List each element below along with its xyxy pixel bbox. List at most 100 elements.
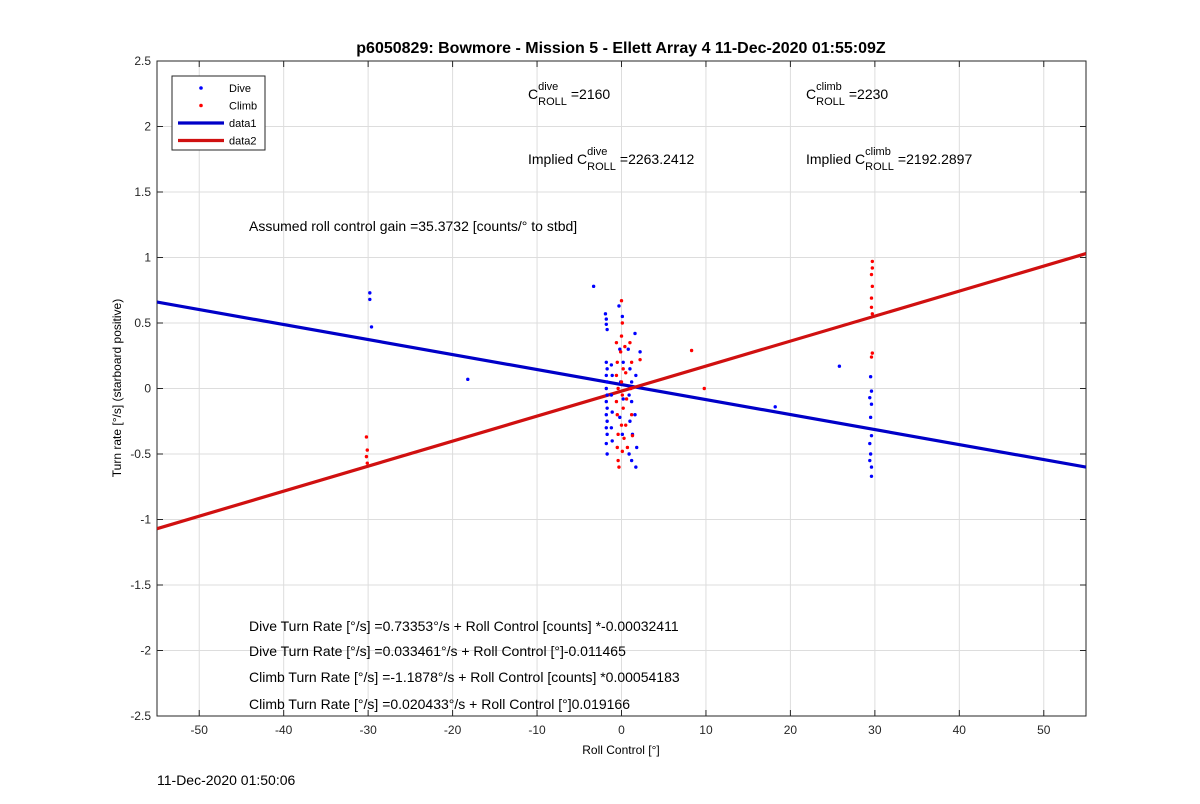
climb-point [625, 445, 630, 450]
dive-point [368, 291, 372, 295]
climb-point [364, 435, 369, 439]
data-series [157, 252, 1086, 531]
dive-point [610, 373, 614, 378]
dive-point [617, 304, 621, 308]
climb-point [620, 393, 625, 397]
x-tick-label: 20 [784, 723, 798, 737]
x-tick-label: -50 [191, 723, 209, 737]
dive-point [605, 380, 609, 384]
coefficient-label: Implied Cdive ROLL =2263.2412 [528, 146, 694, 173]
dive-rate-degrees-annotation: Dive Turn Rate [°/s] =0.033461°/s + Roll… [249, 643, 626, 659]
climb-point [622, 436, 626, 440]
x-tick-label: -10 [528, 723, 546, 737]
climb-point [869, 272, 874, 277]
climb-point [629, 413, 634, 417]
legend-label: Climb [229, 101, 257, 113]
dive-point [605, 406, 609, 410]
x-tick-label: -40 [275, 723, 293, 737]
climb-point [870, 259, 875, 264]
dive-point [869, 402, 874, 406]
climb-point [870, 266, 875, 270]
climb-point [617, 465, 621, 469]
coefficient-label: Implied Cclimb ROLL =2192.2897 [806, 146, 972, 173]
dive-point [609, 426, 614, 430]
dive-point [869, 474, 874, 478]
climb-point [615, 445, 619, 450]
x-tick-label: -20 [444, 723, 462, 737]
climb-point [364, 454, 369, 459]
x-tick-label: 0 [618, 723, 625, 737]
legend-marker [199, 103, 203, 108]
legend-label: data1 [229, 118, 257, 130]
footer-timestamp: 11-Dec-2020 01:50:06 [157, 772, 296, 788]
climb-point [614, 373, 619, 378]
y-tick-label: 2 [144, 120, 151, 134]
climb-point [870, 351, 875, 355]
dive-point [773, 405, 777, 409]
dive-point [868, 375, 873, 379]
roll-gain-annotation: Assumed roll control gain =35.3732 [coun… [249, 218, 577, 234]
legend: Dive Climb data1 data2 [171, 75, 266, 151]
climb-point [629, 360, 634, 364]
dive-point [868, 452, 873, 456]
dive-point [604, 322, 608, 327]
dive-point [605, 393, 609, 397]
dive-point [605, 367, 609, 371]
climb-point [620, 321, 625, 325]
dive-point [604, 441, 608, 446]
dive-point [869, 433, 874, 438]
climb-point [629, 386, 633, 391]
dive-point [868, 441, 872, 446]
y-tick-label: -2.5 [130, 709, 151, 723]
dive-point [604, 399, 608, 404]
x-tick-label: 40 [953, 723, 967, 737]
climb-point [624, 423, 628, 427]
x-tick-label: -30 [359, 723, 377, 737]
dive-point [868, 415, 873, 420]
dive-point [603, 312, 608, 316]
climb-point [614, 340, 619, 345]
y-tick-label: 0.5 [134, 316, 151, 330]
dive-point [621, 397, 625, 401]
coefficient-label: Cdive ROLL =2160 [528, 81, 610, 108]
y-tick-label: 1.5 [134, 185, 151, 199]
dive-point [466, 377, 470, 382]
climb-point [619, 299, 624, 303]
climb-point [616, 458, 620, 463]
dive-point [629, 458, 634, 463]
climb-point [630, 433, 635, 438]
dive-point [604, 373, 608, 378]
dive-point [634, 373, 638, 378]
climb-point [620, 449, 625, 454]
dive-point [604, 317, 608, 321]
coefficient-label: Cclimb ROLL =2230 [806, 81, 888, 108]
dive-point [604, 413, 608, 417]
climb-point [621, 406, 625, 410]
y-tick-label: 2.5 [134, 54, 151, 68]
climb-point [638, 357, 642, 362]
y-tick-label: -0.5 [130, 447, 151, 461]
x-axis-label: Roll Control [°] [582, 743, 660, 757]
dive-point [618, 347, 622, 351]
dive-point [610, 439, 614, 443]
climb-point [619, 380, 624, 384]
dive-point [604, 426, 608, 430]
climb-point [614, 399, 619, 404]
x-tick-label: 10 [699, 723, 713, 737]
dive-point [621, 360, 625, 364]
dive-point [629, 399, 634, 404]
dive-rate-counts-annotation: Dive Turn Rate [°/s] =0.73353°/s + Roll … [249, 618, 679, 634]
dive-point [869, 389, 874, 393]
climb-point [619, 334, 624, 338]
climb-point [619, 423, 624, 427]
climb-rate-counts-annotation: Climb Turn Rate [°/s] =-1.1878°/s + Roll… [249, 669, 680, 685]
dive-point [627, 393, 631, 397]
dive-point [634, 465, 638, 469]
dive-point [618, 415, 622, 420]
dive-point [629, 380, 634, 384]
dive-point [620, 314, 625, 319]
dive-point [869, 465, 874, 469]
dive-point [609, 363, 614, 367]
dive-point [609, 393, 614, 397]
